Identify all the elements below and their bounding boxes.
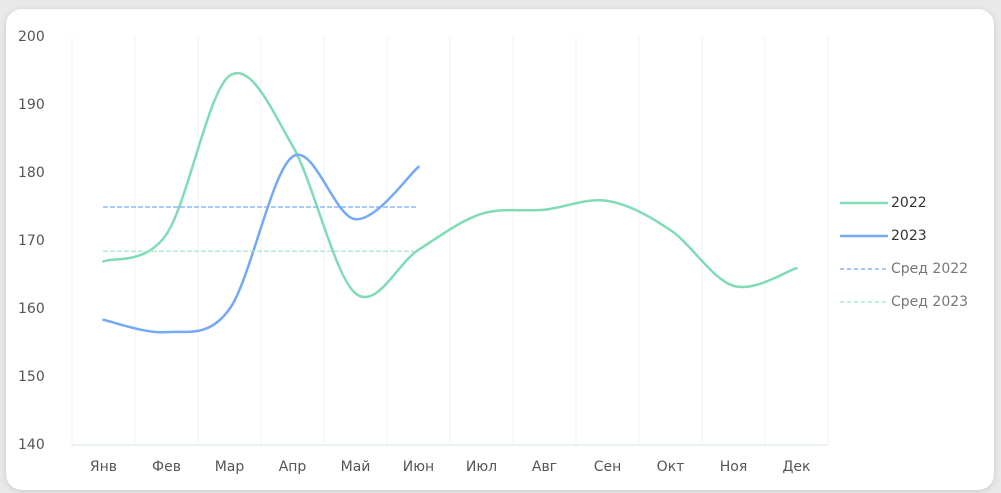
y-tick-label: 170 xyxy=(18,233,45,249)
x-tick-label: Июл xyxy=(466,459,497,475)
legend-label: 2022 xyxy=(891,195,927,211)
legend-label: Сред 2023 xyxy=(891,294,968,310)
y-tick-label: 200 xyxy=(18,29,45,45)
x-tick-label: Сен xyxy=(594,459,622,475)
x-tick-label: Мар xyxy=(215,459,245,475)
x-tick-label: Окт xyxy=(657,459,685,475)
y-tick-label: 190 xyxy=(18,97,45,113)
x-tick-label: Апр xyxy=(279,459,307,475)
legend-label: 2023 xyxy=(891,228,927,244)
y-tick-label: 140 xyxy=(18,437,45,453)
y-tick-label: 150 xyxy=(18,369,45,385)
x-tick-label: Дек xyxy=(782,459,810,475)
legend-label: Сред 2022 xyxy=(891,261,968,277)
x-tick-label: Июн xyxy=(403,459,434,475)
y-tick-label: 160 xyxy=(18,301,45,317)
x-tick-label: Фев xyxy=(152,459,181,475)
series-line xyxy=(102,72,798,299)
y-tick-label: 180 xyxy=(18,165,45,181)
x-tick-label: Май xyxy=(341,459,371,475)
card xyxy=(6,9,994,490)
x-tick-label: Янв xyxy=(90,459,117,475)
x-tick-label: Ноя xyxy=(720,459,748,475)
series-line xyxy=(102,153,420,334)
x-tick-label: Авг xyxy=(532,459,557,475)
